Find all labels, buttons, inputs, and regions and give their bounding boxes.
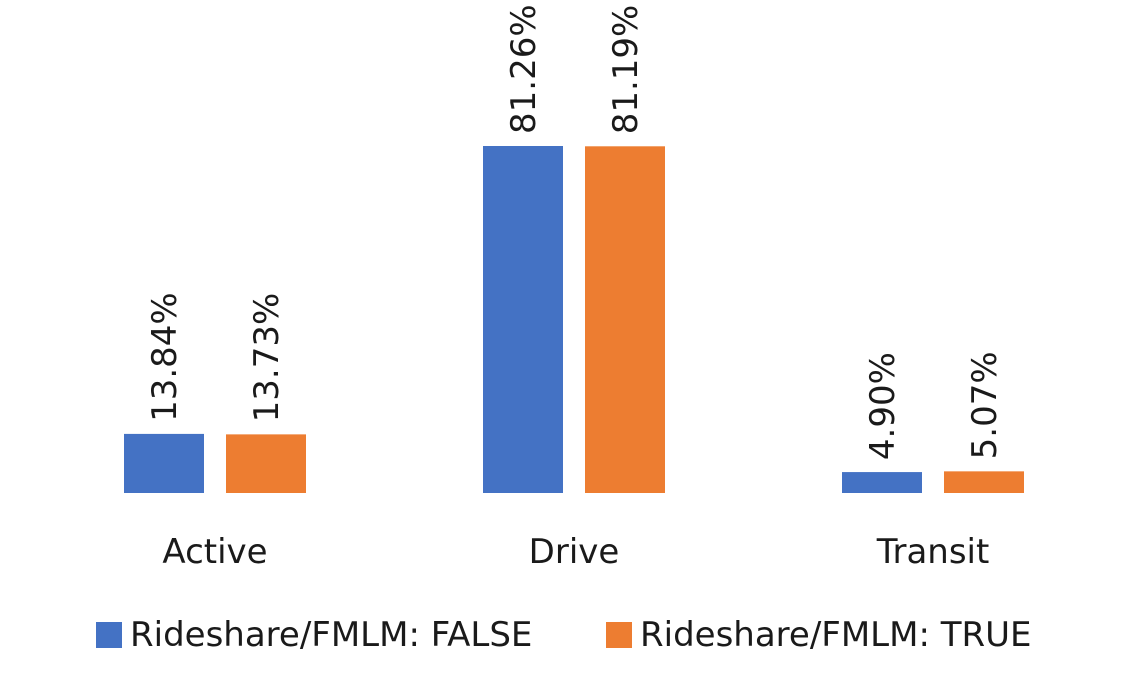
legend-swatch-false: [96, 622, 122, 648]
category-label-drive: Drive: [529, 532, 620, 572]
category-label-transit: Transit: [876, 532, 990, 572]
bar-active-false: [124, 433, 204, 493]
category-label-active: Active: [162, 532, 267, 572]
legend-label-true: Rideshare/FMLM: TRUE: [640, 615, 1031, 655]
legend: Rideshare/FMLM: FALSE Rideshare/FMLM: TR…: [96, 615, 1031, 655]
category-labels-group: Active Drive Transit: [162, 532, 989, 572]
bar-drive-false: [483, 146, 563, 493]
data-label-active-true: 13.73%: [247, 293, 287, 423]
data-labels-group: 13.84% 13.73% 81.26% 81.19% 4.90% 5.07%: [145, 4, 1005, 460]
bar-drive-true: [585, 146, 665, 493]
legend-swatch-true: [606, 622, 632, 648]
bar-active-true: [226, 434, 306, 493]
data-label-active-false: 13.84%: [145, 292, 185, 422]
bar-transit-false: [842, 472, 922, 493]
data-label-transit-false: 4.90%: [863, 352, 903, 460]
bar-transit-true: [944, 471, 1024, 493]
data-label-transit-true: 5.07%: [965, 351, 1005, 459]
bars-group: [124, 146, 1024, 493]
data-label-drive-true: 81.19%: [606, 5, 646, 135]
data-label-drive-false: 81.26%: [504, 4, 544, 134]
legend-label-false: Rideshare/FMLM: FALSE: [130, 615, 532, 655]
